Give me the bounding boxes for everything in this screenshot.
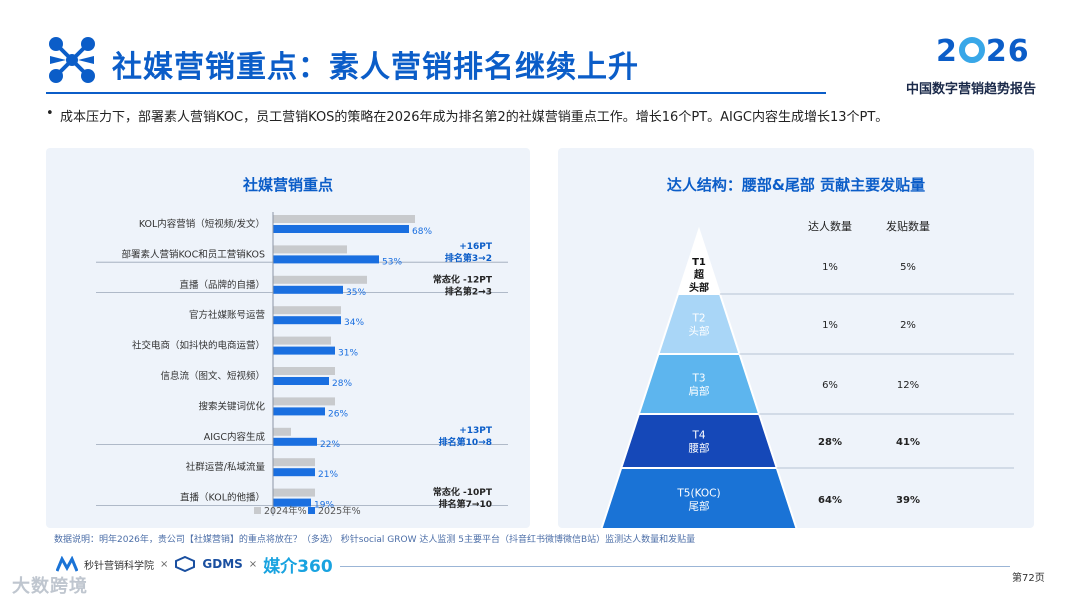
legend-label-2025: 2025年%	[318, 505, 361, 517]
brand-subtitle: 中国数字营销趋势报告	[906, 82, 1037, 97]
bar-2025	[273, 316, 341, 325]
logo-separator-2: ×	[248, 558, 258, 570]
annotation-text: 排名第7→10	[439, 498, 492, 510]
pyramid-tier	[600, 467, 798, 528]
category-label: 直播（KOL的他播）	[180, 492, 265, 504]
tier-label: T5(KOC)	[676, 488, 720, 500]
annotation-text: 排名第2→3	[445, 285, 492, 297]
bar-2025	[273, 377, 329, 385]
column-header: 达人数量	[808, 220, 852, 233]
bar-2024	[273, 397, 335, 406]
tier-label: T2	[691, 313, 705, 325]
footer-divider	[340, 566, 1010, 567]
category-label: KOL内容营销（短视频/发文）	[139, 218, 265, 230]
brand-year: 2 26	[936, 34, 1030, 69]
tier-label: T4	[691, 430, 705, 442]
focus-bar-chart: KOL内容营销（短视频/发文） 68% 部署素人营销KOC和员工营销KOS 53% 直播…	[96, 212, 508, 517]
value-label: 53%	[382, 257, 402, 267]
bar-2024	[273, 458, 315, 467]
column-header: 发贴数量	[886, 219, 930, 233]
tier-label: T3	[691, 373, 705, 385]
value-label: 26%	[328, 409, 348, 419]
tier-label: 肩部	[689, 385, 710, 398]
value-label: 19%	[314, 501, 334, 511]
value-label: 21%	[318, 470, 338, 480]
bar-2025	[273, 255, 379, 264]
category-label: 社交电商（如抖快的电商运营）	[132, 340, 265, 352]
tier-label: 尾部	[689, 500, 710, 513]
annotation-text: +13PT	[459, 426, 493, 436]
tier-label: 腰部	[689, 442, 710, 455]
annotation-text: 排名第10→8	[439, 436, 492, 448]
summary-bullet: 成本压力下，部署素人营销KOC，员工营销KOS的策略在2026年成为排名第2的社…	[46, 106, 888, 125]
category-label: 直播（品牌的自播）	[179, 279, 265, 291]
bar-2025	[273, 225, 409, 233]
kol-count-value: 28%	[818, 437, 842, 448]
bar-2025	[273, 285, 343, 294]
title-divider	[46, 92, 826, 94]
post-count-value: 41%	[896, 437, 920, 448]
bar-2024	[273, 367, 335, 375]
bar-2025	[273, 407, 325, 416]
bar-2024	[273, 245, 347, 254]
bar-2024	[273, 336, 331, 345]
ring-zero-icon	[958, 37, 985, 63]
value-label: 35%	[346, 288, 366, 298]
legend-swatch-2025	[308, 507, 315, 514]
logo-separator: ×	[160, 558, 169, 570]
bar-2024	[273, 215, 415, 223]
legend-swatch-2024	[254, 507, 261, 514]
logo-meijie360: 媒介360	[263, 556, 333, 577]
category-label: 社群运营/私域流量	[186, 461, 266, 473]
annotation-text: 常态化 -10PT	[433, 486, 493, 498]
watermark: 大数跨境	[12, 576, 88, 597]
logo-gdms: GDMS	[202, 557, 243, 571]
bar-2025	[273, 468, 315, 477]
footer-logos: 秒针营销科学院 × GDMS × 媒介360	[56, 552, 333, 577]
bar-2024	[273, 306, 341, 315]
kol-count-value: 1%	[822, 262, 838, 273]
category-label: 部署素人营销KOC和员工营销KOS	[121, 248, 265, 260]
annotation-text: +16PT	[459, 242, 493, 252]
bar-2025	[273, 498, 311, 507]
bar-2024	[273, 275, 367, 284]
tier-label: 头部	[689, 325, 710, 338]
bar-2024	[273, 488, 315, 497]
category-label: 搜索关键词优化	[198, 400, 265, 412]
network-logo-icon	[49, 37, 95, 83]
source-note: 数据说明：明年2026年，贵公司【社媒营销】的重点将放在？（多选） 秒针soci…	[54, 535, 696, 545]
tier-label: 超	[693, 268, 705, 281]
category-label: 官方社媒账号运营	[189, 309, 265, 321]
value-label: 34%	[344, 318, 364, 328]
value-label: 31%	[338, 349, 358, 359]
post-count-value: 5%	[900, 262, 916, 273]
bar-2025	[273, 437, 317, 446]
page-title: 社媒营销重点：素人营销排名继续上升	[112, 50, 639, 85]
category-label: 信息流（图文、短视频）	[160, 370, 265, 382]
post-count-value: 39%	[896, 495, 920, 506]
annotation-text: 常态化 -12PT	[433, 273, 493, 285]
logo-miaozhen: 秒针营销科学院	[84, 560, 154, 572]
tier-label: 头部	[689, 281, 709, 294]
bar-2025	[273, 346, 335, 355]
kol-count-value: 64%	[818, 495, 842, 506]
miaozhen-logo-icon	[56, 556, 78, 572]
value-label: 68%	[412, 227, 432, 237]
bar-2024	[273, 427, 291, 436]
post-count-value: 12%	[897, 380, 919, 391]
kol-count-value: 1%	[822, 320, 838, 331]
annotation-text: 排名第3→2	[445, 252, 492, 264]
bar-chart-title: 社媒营销重点	[242, 176, 333, 194]
category-label: AIGC内容生成	[204, 431, 266, 443]
post-count-value: 2%	[900, 320, 916, 331]
legend-label-2024: 2024年%	[264, 505, 307, 517]
tier-label: T1	[692, 257, 706, 268]
kol-count-value: 6%	[822, 380, 838, 391]
pyramid-title: 达人结构：腰部&尾部 贡献主要发贴量	[666, 176, 926, 194]
value-label: 28%	[332, 379, 352, 389]
page-number: 第72页	[1012, 573, 1045, 584]
value-label: 22%	[320, 440, 340, 450]
gdms-logo-icon	[175, 556, 196, 572]
